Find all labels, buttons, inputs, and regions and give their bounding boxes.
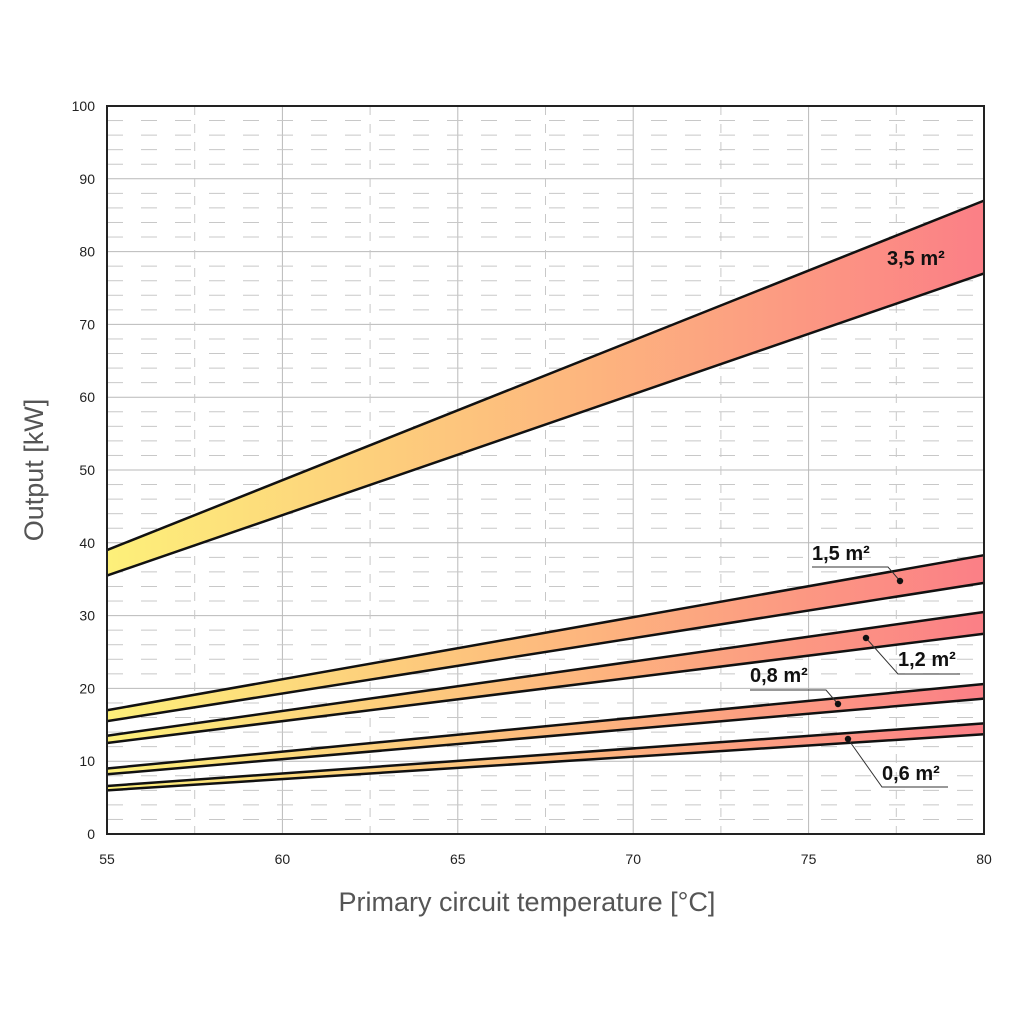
y-tick-label: 50 [79, 462, 95, 478]
y-tick-label: 0 [87, 826, 95, 842]
y-tick-label: 60 [79, 389, 95, 405]
y-tick-label: 40 [79, 535, 95, 551]
band-fill [107, 555, 984, 722]
y-tick-label: 30 [79, 608, 95, 624]
band-upper-line [106, 553, 985, 712]
band-labels: 3,5 m² 1,5 m² 1,2 m² 0,8 m² 0,6 m² [750, 248, 960, 788]
y-tick-label: 100 [72, 98, 96, 114]
label-leader-dot [862, 634, 870, 642]
label-leader-line [812, 566, 901, 582]
x-tick-label: 70 [625, 851, 641, 867]
label-leader-dot [834, 700, 842, 708]
y-tick-label: 20 [79, 680, 95, 696]
band-lower-line [106, 733, 985, 792]
band-lower-line [106, 697, 985, 776]
band-upper-line [106, 722, 985, 788]
band-label: 1,5 m² [812, 543, 870, 565]
band-label: 3,5 m² [887, 248, 945, 270]
label-leader-line [750, 689, 839, 705]
band-fill [107, 200, 984, 576]
band-label: 0,6 m² [882, 763, 940, 785]
label-leader-line [865, 637, 960, 675]
plot-frame [106, 105, 985, 835]
band-lower-line [106, 581, 985, 723]
label-leader-line [847, 738, 948, 788]
y-tick-label: 10 [79, 753, 95, 769]
band-fill [107, 611, 984, 743]
x-tick-label: 80 [976, 851, 992, 867]
bands [106, 199, 985, 792]
band-label: 1,2 m² [898, 649, 956, 671]
y-tick-label: 90 [79, 171, 95, 187]
y-tick-label: 80 [79, 244, 95, 260]
band-label: 0,8 m² [750, 665, 808, 687]
y-tick-label: 70 [79, 316, 95, 332]
x-tick-label: 75 [801, 851, 817, 867]
band-lower-line [106, 272, 985, 577]
x-tick-label: 55 [99, 851, 115, 867]
band-upper-line [106, 682, 985, 770]
band-upper-line [106, 610, 985, 737]
x-tick-label: 60 [275, 851, 291, 867]
label-leader-dot [896, 577, 904, 585]
ticks: 55 60 65 70 75 80 0 10 20 30 40 50 60 70 80 90 100 [72, 98, 992, 867]
y-axis-title: Output [kW] [19, 399, 49, 542]
label-leader-dot [844, 735, 852, 743]
x-tick-label: 65 [450, 851, 466, 867]
band-fill [107, 684, 984, 775]
band-upper-line [106, 199, 985, 552]
x-axis-title: Primary circuit temperature [°C] [339, 887, 716, 917]
band-lower-line [106, 632, 985, 745]
